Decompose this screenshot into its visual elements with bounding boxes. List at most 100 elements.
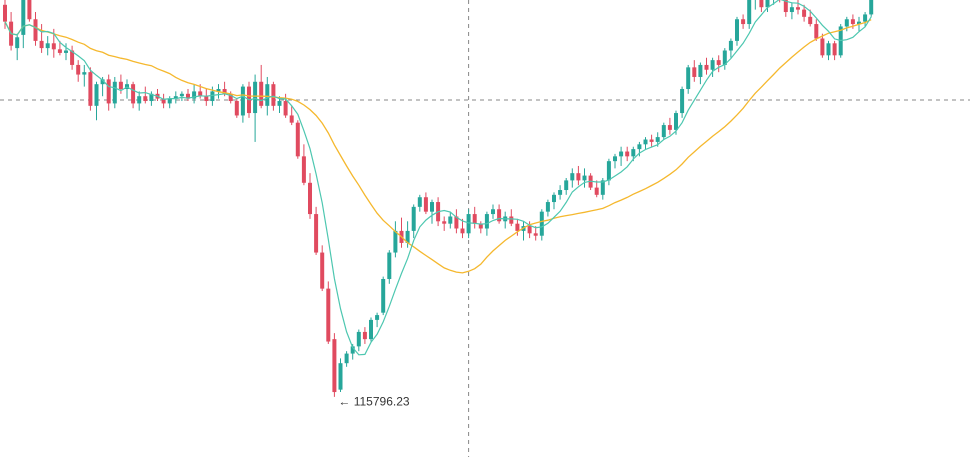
candle [369, 317, 373, 342]
candle [39, 24, 44, 53]
candle-body-up [240, 86, 245, 116]
candle [698, 62, 703, 85]
candle-body-up [15, 37, 20, 49]
candle [692, 60, 697, 82]
candle [417, 194, 422, 212]
candle-body-down [649, 139, 654, 142]
candle [779, 0, 781, 3]
candle [33, 12, 38, 46]
candle-body-up [643, 139, 648, 145]
candle [832, 40, 837, 61]
candle-body-down [783, 0, 788, 13]
candle-body-down [796, 7, 800, 10]
candle-body-down [143, 96, 148, 102]
candle-body-up [747, 0, 752, 25]
candle-body-down [131, 84, 136, 104]
candle [393, 221, 398, 258]
candle-body-up [179, 93, 184, 97]
candle [94, 81, 99, 121]
candle [155, 88, 160, 102]
candle-body-down [308, 182, 312, 215]
candle-body-down [222, 88, 227, 94]
candle [869, 0, 874, 17]
candle-body-up [350, 346, 355, 354]
candle-body-down [460, 228, 465, 234]
candle-body-up [728, 40, 733, 51]
candle [326, 281, 331, 344]
candle-body-down [33, 19, 38, 41]
candle [448, 211, 453, 229]
candle [863, 12, 868, 27]
slow-moving-average-line [4, 19, 872, 274]
candle-body-up [637, 144, 642, 150]
candle-body-down [820, 38, 825, 56]
candle-body-down [472, 214, 477, 224]
candle [472, 206, 477, 229]
candle [606, 158, 611, 186]
candle [545, 199, 550, 217]
candle [289, 105, 294, 126]
candle [759, 0, 764, 13]
candle [173, 91, 178, 104]
candle [301, 144, 306, 186]
candle [454, 209, 459, 234]
candle-body-down [808, 16, 813, 25]
candle [259, 64, 264, 109]
candle-body-up [417, 197, 422, 207]
candle [131, 81, 136, 109]
candle [399, 217, 404, 248]
candle [442, 216, 447, 231]
candle-body-down [814, 24, 819, 39]
candle-body-down [320, 252, 325, 289]
low-price-annotation: ← 115796.23 [338, 394, 409, 408]
candle-body-up [826, 43, 831, 56]
candle-body-down [576, 173, 581, 181]
candle-body-down [332, 339, 337, 393]
candle-body-up [381, 279, 386, 313]
candle [234, 98, 239, 118]
candle-body-up [45, 43, 50, 49]
candle [594, 180, 599, 198]
candle [625, 146, 630, 162]
candle-body-up [21, 0, 26, 35]
candle-body-up [173, 96, 178, 99]
candle [533, 226, 538, 241]
candle-body-up [393, 230, 398, 253]
candle-body-down [186, 93, 190, 99]
candle-body-up [149, 93, 154, 102]
candle-body-up [564, 180, 569, 191]
candle [344, 351, 349, 367]
candle [558, 185, 563, 200]
candle [362, 327, 367, 344]
candle-body-down [497, 209, 502, 222]
candle [125, 79, 129, 99]
candle-body-up [277, 101, 282, 106]
candle [375, 312, 380, 328]
candle [796, 0, 800, 15]
candle-body-down [741, 19, 746, 25]
fast-moving-average-line [4, 0, 872, 356]
candle [112, 76, 117, 109]
candle [70, 45, 75, 70]
candle [570, 168, 575, 188]
candle-body-up [448, 216, 453, 224]
candle [661, 122, 666, 140]
candle [204, 88, 209, 106]
candle [186, 88, 190, 102]
candle-body-up [857, 21, 861, 25]
candle-body-up [112, 81, 117, 104]
candle-body-up [265, 84, 270, 106]
candle-body-down [625, 151, 630, 157]
candle-body-up [94, 84, 99, 106]
candle [747, 0, 752, 29]
candle-body-up [863, 14, 868, 22]
candle [430, 199, 434, 224]
candle [497, 204, 502, 224]
candle [539, 209, 544, 241]
candle [15, 33, 20, 61]
candle-body-down [289, 115, 294, 123]
candle [509, 209, 514, 227]
candle-body-up [545, 202, 550, 212]
